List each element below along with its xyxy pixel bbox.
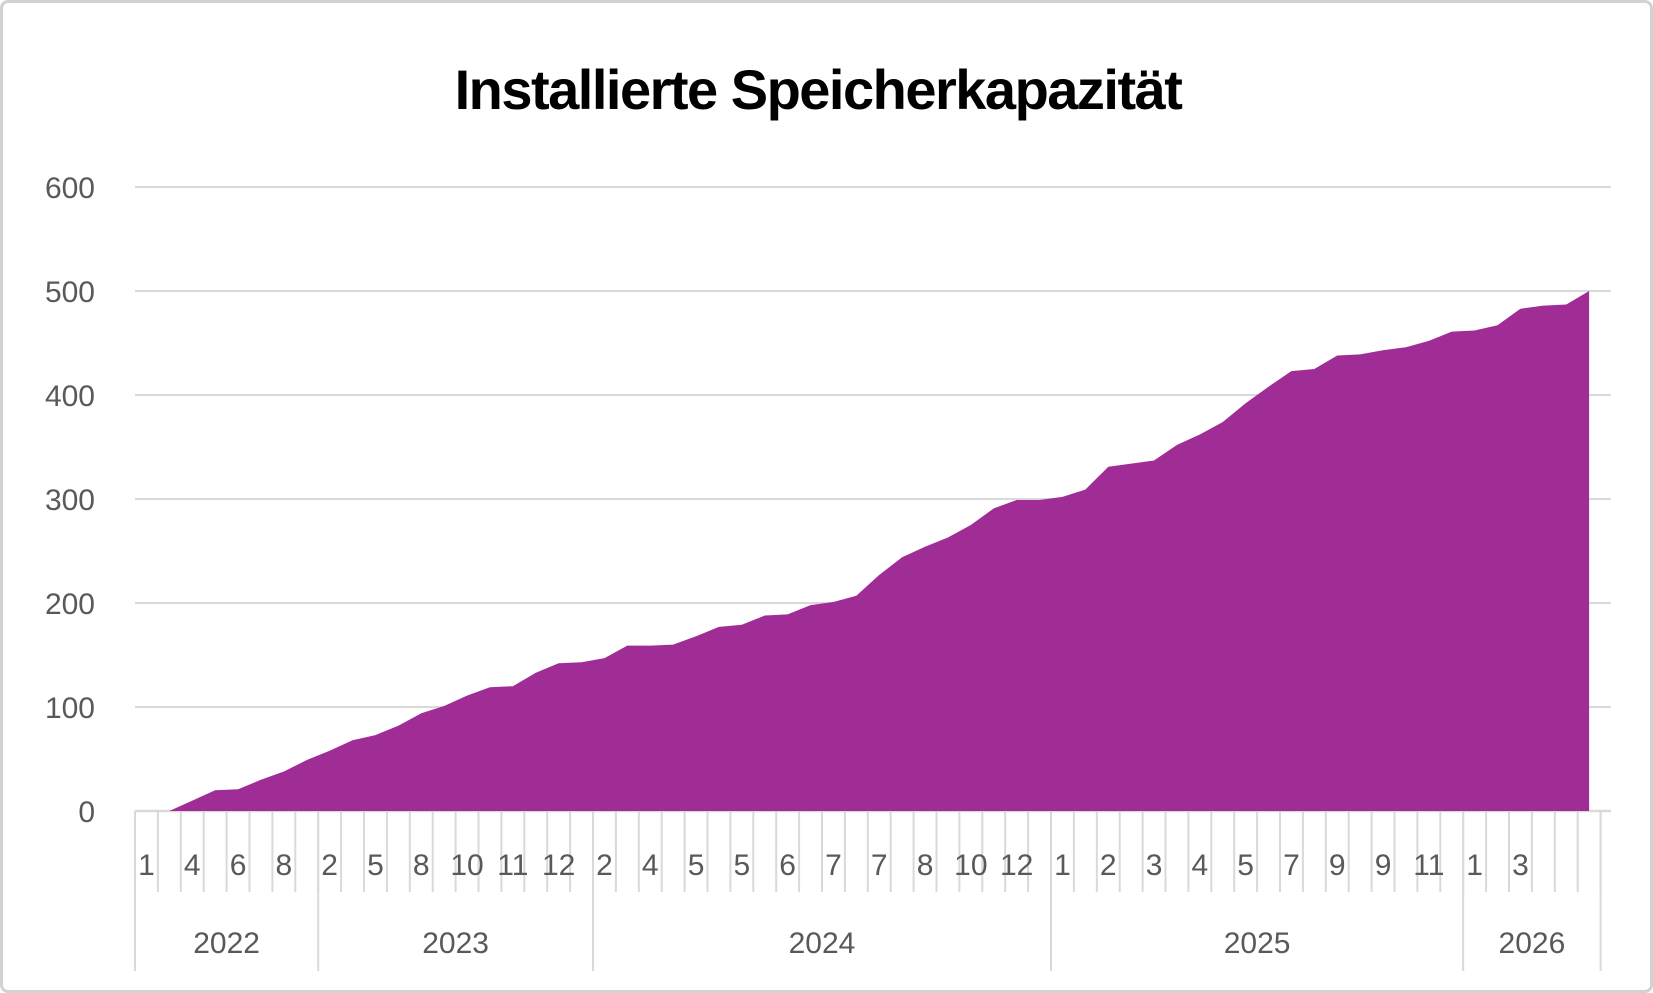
year-label: 2022 (193, 927, 260, 960)
month-label: 5 (1237, 849, 1254, 882)
month-label: 4 (184, 849, 201, 882)
month-label: 9 (1329, 849, 1346, 882)
y-axis-label: 0 (78, 796, 95, 829)
month-label: 4 (1192, 849, 1209, 882)
month-label: 5 (688, 849, 705, 882)
year-label: 2024 (789, 927, 856, 960)
year-label: 2025 (1224, 927, 1291, 960)
y-axis-label: 200 (45, 588, 95, 621)
month-label: 6 (230, 849, 247, 882)
month-label: 3 (1512, 849, 1529, 882)
y-axis-label: 100 (45, 692, 95, 725)
chart-title: Installierte Speicherkapazität (455, 58, 1183, 121)
month-label: 2 (596, 849, 613, 882)
month-label: 3 (1146, 849, 1163, 882)
month-label: 2 (321, 849, 338, 882)
month-label: 12 (542, 849, 575, 882)
area-series-layer (146, 291, 1590, 811)
month-label: 8 (413, 849, 430, 882)
month-label: 1 (138, 849, 155, 882)
month-label: 2 (1100, 849, 1117, 882)
month-label: 5 (734, 849, 751, 882)
month-label: 8 (276, 849, 293, 882)
y-axis-label: 300 (45, 484, 95, 517)
month-label: 1 (1466, 849, 1483, 882)
y-axis-label: 600 (45, 172, 95, 205)
area-series (146, 291, 1590, 811)
y-axis-label: 500 (45, 276, 95, 309)
y-axis-label: 400 (45, 380, 95, 413)
month-label: 7 (871, 849, 888, 882)
year-label: 2023 (422, 927, 489, 960)
month-label: 11 (1413, 849, 1444, 882)
year-label: 2026 (1499, 927, 1566, 960)
month-label: 7 (825, 849, 842, 882)
month-label: 12 (1000, 849, 1033, 882)
month-label: 9 (1375, 849, 1392, 882)
month-label: 5 (367, 849, 384, 882)
month-label: 4 (642, 849, 659, 882)
month-label: 11 (497, 849, 528, 882)
month-label: 1 (1054, 849, 1071, 882)
month-label: 7 (1283, 849, 1300, 882)
month-label: 10 (450, 849, 483, 882)
month-label: 6 (779, 849, 796, 882)
month-label: 8 (917, 849, 934, 882)
axis-ticks-layer (134, 811, 1602, 971)
month-label: 10 (954, 849, 987, 882)
